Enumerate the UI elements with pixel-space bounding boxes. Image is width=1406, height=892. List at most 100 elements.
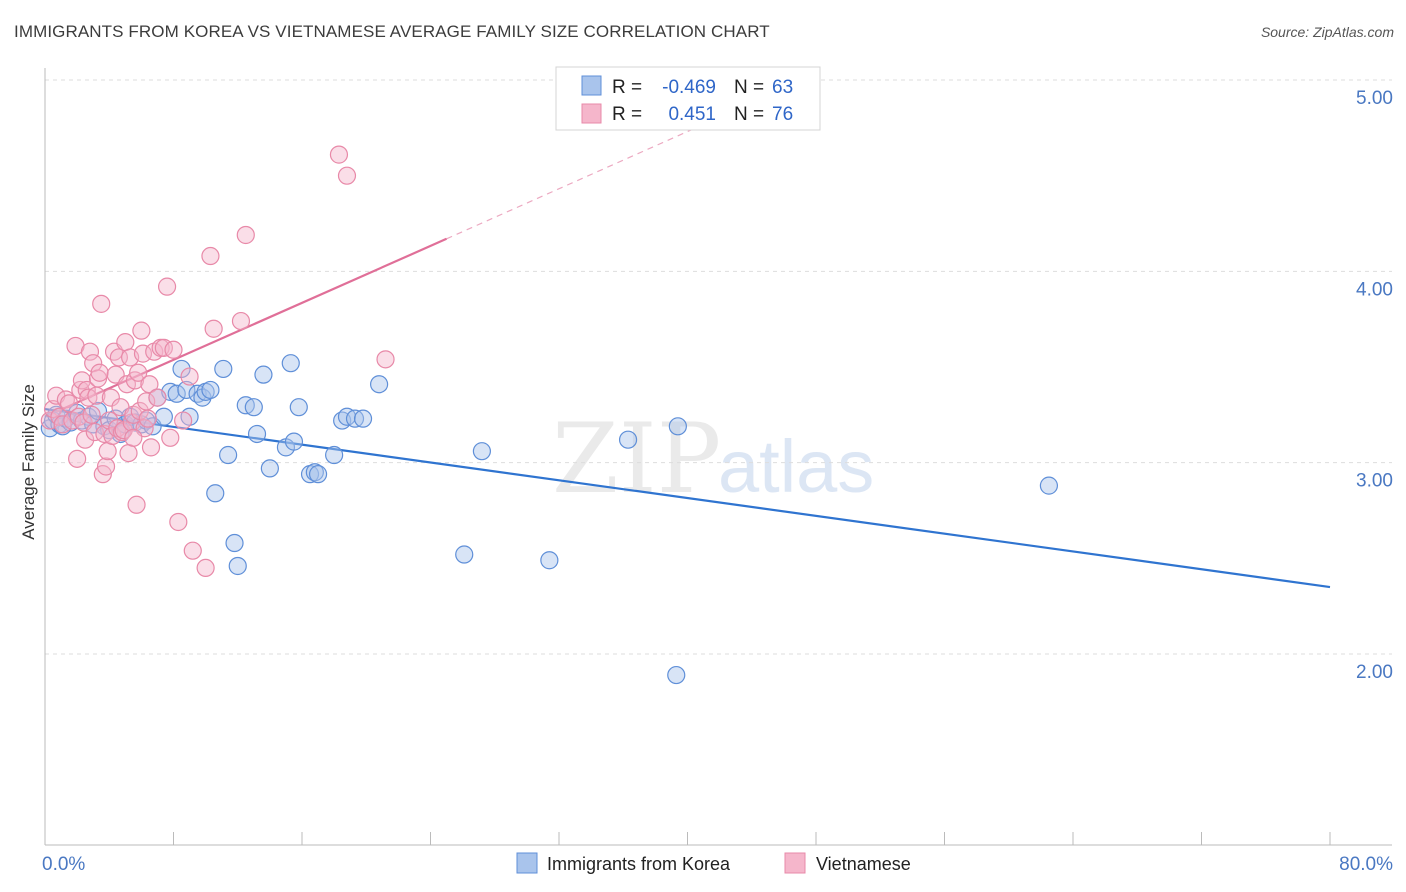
point-pink-17 xyxy=(80,342,100,361)
point-pink-66 xyxy=(201,246,220,266)
legend-r-value-blue: -0.469 xyxy=(662,77,716,98)
y-tick-label-1: 3.00 xyxy=(1356,471,1393,492)
point-blue-40 xyxy=(247,424,267,444)
y-axis-label: Average Family Size xyxy=(19,384,38,540)
point-blue-48 xyxy=(305,463,324,482)
legend-n-label-pink: N = xyxy=(734,104,764,125)
watermark: ZIP atlas xyxy=(552,403,874,515)
point-pink-55 xyxy=(141,438,161,457)
legend-swatch-blue xyxy=(581,75,602,96)
point-blue-54 xyxy=(353,409,373,428)
correlation-legend: R = -0.469 N = 63 R = 0.451 N = 76 xyxy=(555,66,821,131)
point-blue-58 xyxy=(540,551,559,570)
point-pink-30 xyxy=(101,388,120,407)
point-blue-57 xyxy=(472,442,491,461)
point-pink-72 xyxy=(376,350,395,369)
y-tick-label-0: 2.00 xyxy=(1356,662,1393,683)
point-pink-18 xyxy=(82,405,101,424)
point-pink-39 xyxy=(116,333,135,352)
y-tick-label-3: 5.00 xyxy=(1356,88,1393,109)
x-tick-label-0: 0.0% xyxy=(42,854,85,875)
point-pink-47 xyxy=(129,363,148,382)
legend-r-value-pink: 0.451 xyxy=(668,104,716,125)
point-pink-46 xyxy=(127,495,146,514)
series-swatch-vietnamese xyxy=(784,852,806,874)
point-pink-70 xyxy=(329,145,349,164)
series-legend: Immigrants from Korea Vietnamese xyxy=(516,852,911,874)
watermark-zip: ZIP xyxy=(552,403,721,515)
point-blue-25 xyxy=(167,384,186,403)
series-swatch-korea xyxy=(516,852,538,874)
point-pink-49 xyxy=(132,321,151,340)
y-tick-label-2: 4.00 xyxy=(1356,279,1393,300)
x-tick-label-1: 80.0% xyxy=(1339,854,1393,875)
point-blue-32 xyxy=(201,380,220,400)
point-pink-9 xyxy=(68,449,87,468)
point-pink-28 xyxy=(98,442,117,461)
point-blue-50 xyxy=(325,445,344,465)
point-pink-24 xyxy=(92,294,111,313)
point-pink-57 xyxy=(148,388,167,407)
point-pink-15 xyxy=(77,380,96,400)
point-pink-27 xyxy=(96,457,116,476)
legend-n-value-blue: 63 xyxy=(772,77,793,98)
point-blue-46 xyxy=(289,398,308,417)
point-blue-42 xyxy=(260,459,279,478)
point-blue-61 xyxy=(668,417,687,436)
point-pink-60 xyxy=(157,277,177,296)
chart-title: IMMIGRANTS FROM KOREA VS VIETNAMESE AVER… xyxy=(14,22,770,41)
point-pink-14 xyxy=(76,430,95,449)
point-blue-55 xyxy=(370,375,389,394)
point-pink-54 xyxy=(140,375,159,394)
point-blue-45 xyxy=(284,432,304,451)
point-blue-35 xyxy=(219,445,238,465)
point-pink-73 xyxy=(180,367,199,386)
trend-line-blue xyxy=(44,408,1331,589)
point-pink-63 xyxy=(169,512,188,532)
point-blue-36 xyxy=(225,533,244,553)
point-pink-67 xyxy=(204,319,223,338)
point-blue-27 xyxy=(177,380,196,400)
legend-r-label-blue: R = xyxy=(612,77,642,98)
point-pink-41 xyxy=(119,444,138,463)
axes xyxy=(44,68,1392,846)
point-blue-56 xyxy=(455,545,474,564)
tick-labels: 2.00 3.00 4.00 5.00 0.0% 80.0% xyxy=(42,88,1393,875)
point-pink-69 xyxy=(236,225,255,245)
point-blue-44 xyxy=(281,354,300,373)
point-blue-34 xyxy=(214,359,233,379)
point-blue-39 xyxy=(244,398,263,417)
point-pink-74 xyxy=(174,411,193,430)
point-blue-60 xyxy=(667,665,686,685)
series-label-korea: Immigrants from Korea xyxy=(547,854,731,874)
point-blue-49 xyxy=(308,465,328,484)
point-pink-75 xyxy=(124,428,143,447)
point-pink-50 xyxy=(133,344,153,363)
point-pink-12 xyxy=(72,371,92,390)
point-pink-23 xyxy=(90,363,109,382)
point-pink-64 xyxy=(183,541,202,560)
point-pink-61 xyxy=(161,428,180,447)
legend-r-label-pink: R = xyxy=(612,104,642,125)
series-label-vietnamese: Vietnamese xyxy=(816,854,911,874)
point-blue-62 xyxy=(1039,476,1059,495)
source-label: Source: ZipAtlas.com xyxy=(1260,24,1394,40)
point-pink-68 xyxy=(231,311,251,331)
legend-n-label-blue: N = xyxy=(734,77,764,98)
point-pink-62 xyxy=(164,340,183,359)
point-blue-37 xyxy=(228,556,247,576)
legend-swatch-pink xyxy=(581,103,602,124)
point-blue-41 xyxy=(254,365,273,384)
point-pink-4 xyxy=(53,415,72,434)
point-pink-6 xyxy=(59,394,79,413)
point-pink-71 xyxy=(337,166,357,185)
point-pink-53 xyxy=(138,409,157,428)
point-pink-65 xyxy=(196,558,215,578)
point-blue-33 xyxy=(206,484,225,503)
watermark-atlas: atlas xyxy=(718,425,874,508)
data-points xyxy=(40,145,1059,685)
legend-n-value-pink: 76 xyxy=(772,104,793,125)
point-blue-59 xyxy=(618,430,638,449)
point-blue-23 xyxy=(154,407,173,426)
